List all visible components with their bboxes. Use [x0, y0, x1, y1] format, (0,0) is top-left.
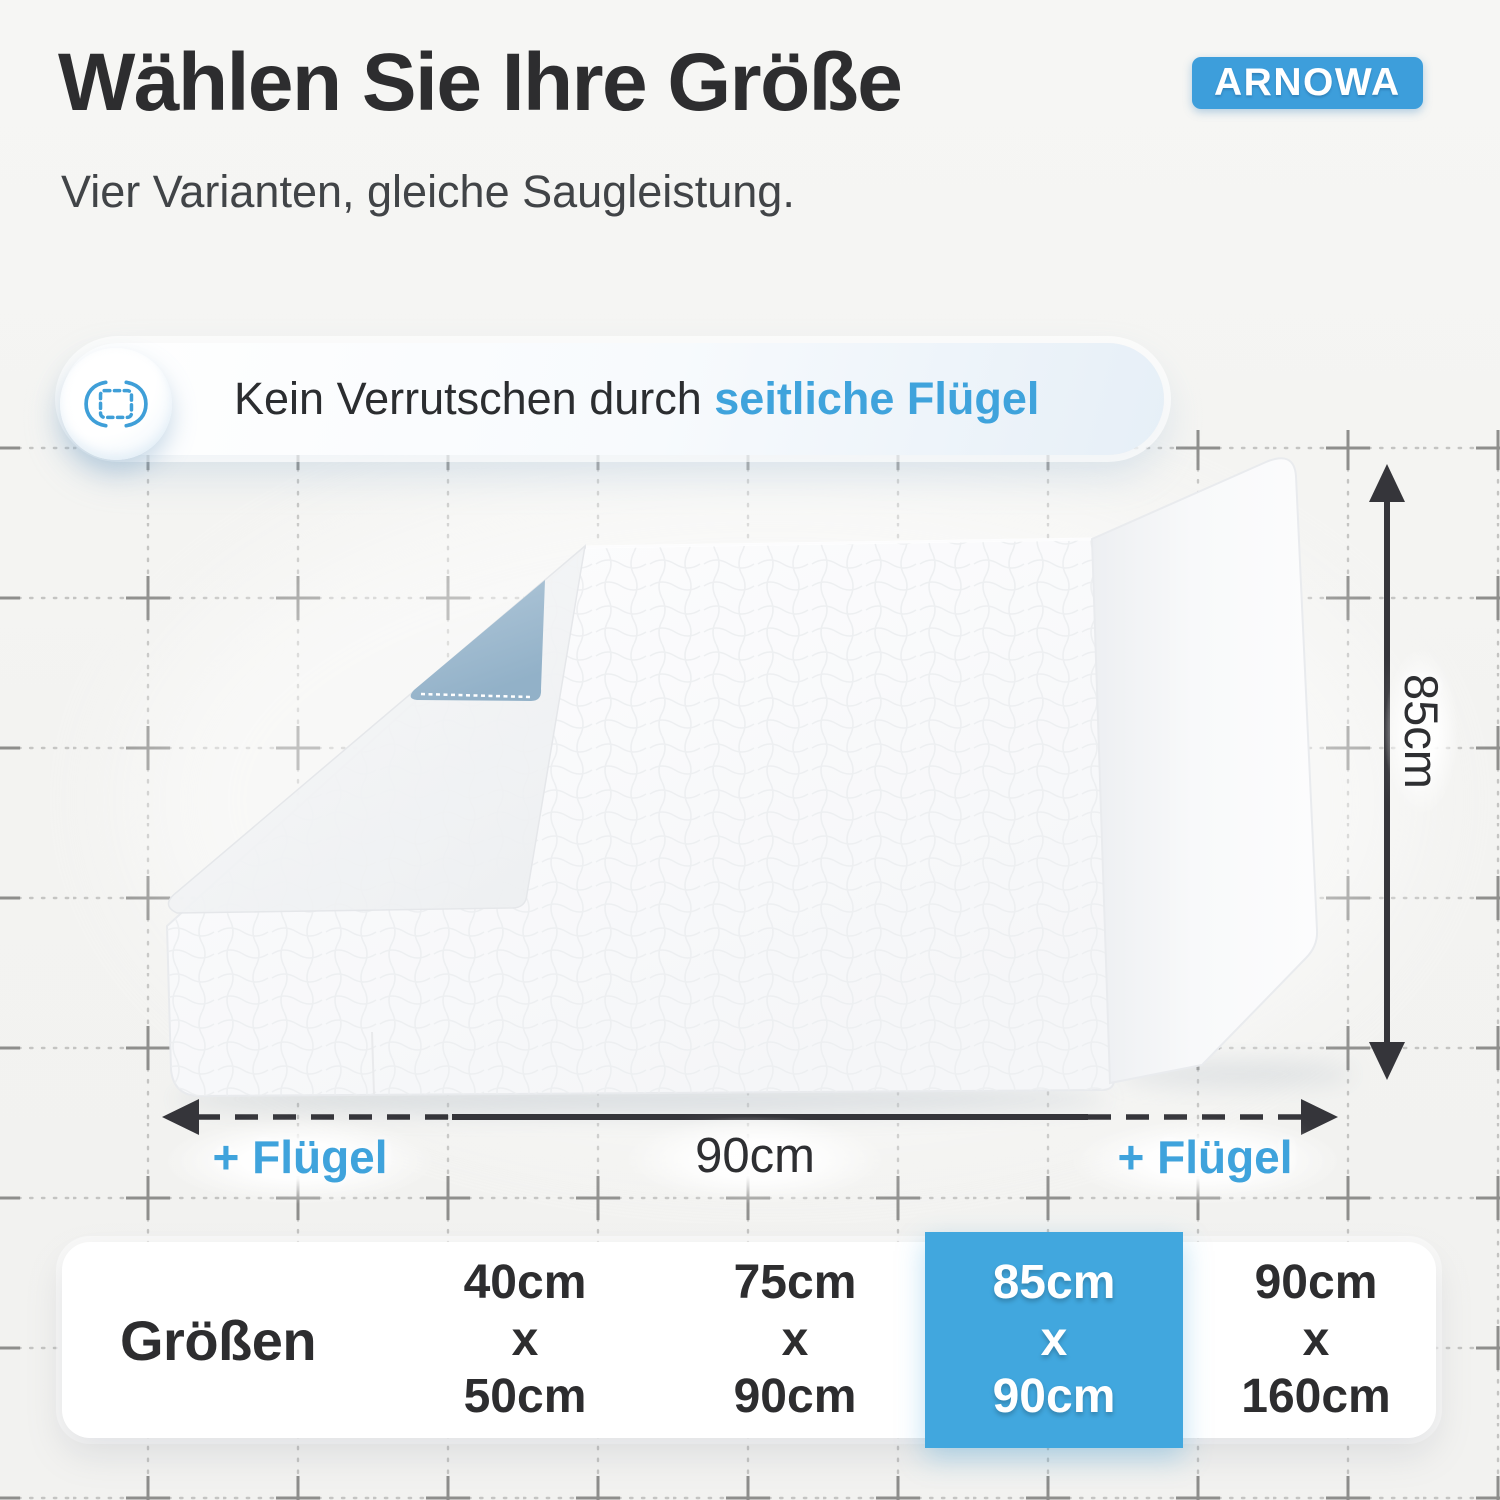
wing-label-left: + Flügel [165, 1118, 435, 1204]
brand-name: ARNOWA [1214, 61, 1401, 104]
size-table-card [62, 1242, 1436, 1438]
banner-text: Kein Verrutschen durch seitliche Flügel [234, 373, 1039, 425]
size-separator: x [1040, 1313, 1068, 1366]
pad-blue-underside-corner [410, 580, 545, 701]
size-value: 90cm [733, 1370, 857, 1423]
size-option-85x90-selected: 85cm x 90cm [924, 1254, 1184, 1425]
banner-text-highlight: seitliche Flügel [714, 373, 1040, 424]
page-title: Wählen Sie Ihre Größe [58, 37, 903, 128]
size-separator: x [511, 1313, 539, 1366]
width-dimension-label: 90cm [625, 1116, 885, 1204]
size-separator: x [781, 1313, 809, 1366]
pad-front-crease [371, 1031, 375, 1095]
page-subtitle: Vier Varianten, gleiche Saugleistung. [61, 166, 795, 217]
pad-right-wing [1090, 457, 1319, 1085]
brand-badge: ARNOWA [1192, 57, 1423, 109]
size-value: 90cm [1254, 1256, 1378, 1309]
size-value: 85cm [992, 1256, 1116, 1309]
pad-top-edge-highlight [585, 537, 1093, 549]
size-table-row-label: Größen [120, 1308, 317, 1372]
banner-text-plain: Kein Verrutschen durch [234, 373, 715, 424]
feature-banner: Kein Verrutschen durch seitliche Flügel [60, 343, 1164, 460]
pad-stitch-line [420, 692, 531, 699]
size-option-40x50: 40cm x 50cm [395, 1254, 655, 1425]
pad-quilt-texture [167, 538, 1115, 1097]
banner-icon-circle [60, 348, 172, 460]
size-separator: x [1302, 1313, 1330, 1366]
wing-label-right: + Flügel [1070, 1118, 1340, 1204]
size-option-75x90: 75cm x 90cm [665, 1254, 925, 1425]
size-value: 50cm [463, 1370, 587, 1423]
winged-pad-icon [84, 380, 148, 428]
selected-size-highlight [925, 1232, 1183, 1448]
size-value: 160cm [1241, 1370, 1391, 1423]
size-value: 90cm [992, 1370, 1116, 1423]
height-dimension-label: 85cm [1384, 648, 1459, 815]
size-option-90x160: 90cm x 160cm [1186, 1254, 1446, 1425]
size-value: 40cm [463, 1256, 587, 1309]
product-scene [0, 430, 1500, 1500]
size-value: 75cm [733, 1256, 857, 1309]
